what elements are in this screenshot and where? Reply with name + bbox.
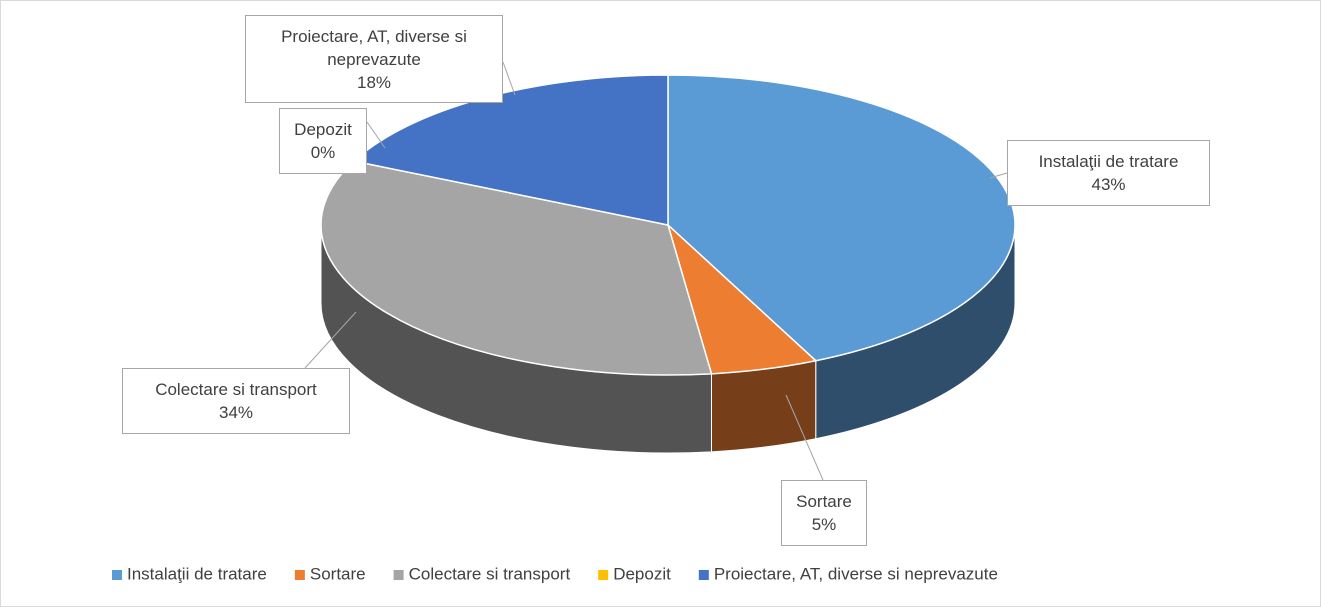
legend-label: Instalaţii de tratare <box>127 564 267 583</box>
label-value: 34% <box>218 403 254 422</box>
label-name: Instalaţii de tratare <box>1038 152 1179 171</box>
data-label: Depozit 0% <box>279 108 367 174</box>
legend-swatch <box>112 570 122 580</box>
data-label: Colectare si transport 34% <box>122 368 350 434</box>
leader-line <box>304 311 357 369</box>
pie-slice <box>667 74 1016 362</box>
label-value: 0% <box>310 143 336 162</box>
legend-swatch <box>294 570 305 580</box>
legend-label: Depozit <box>613 564 671 583</box>
pie-tops <box>320 74 1016 376</box>
leader-lines <box>304 61 1008 481</box>
legend-label: Colectare si transport <box>409 564 571 583</box>
legend-swatch <box>393 570 404 580</box>
pie-side <box>710 360 817 453</box>
legend-swatch <box>698 570 709 580</box>
leader-line <box>502 61 516 96</box>
legend: Instalaţii de tratare Sortare Colectare si… <box>112 564 998 583</box>
data-label: Instalaţii de tratare 43% <box>1007 140 1210 206</box>
legend-label: Proiectare, AT, diverse si neprevazute <box>714 564 998 583</box>
label-value: 18% <box>356 72 392 92</box>
label-name: Colectare si transport <box>155 380 317 399</box>
leader-line <box>785 394 824 481</box>
data-label: Sortare 5% <box>781 480 867 546</box>
legend-label: Sortare <box>310 564 366 583</box>
label-value: 5% <box>811 515 837 534</box>
label-name: Proiectare, AT, diverse si neprevazute <box>281 26 467 69</box>
label-value: 43% <box>1091 175 1126 194</box>
leader-line <box>366 121 386 149</box>
label-name: Sortare <box>796 492 852 511</box>
leader-line <box>989 172 1008 179</box>
data-label: Proiectare, AT, diverse si neprevazute 18… <box>245 15 503 103</box>
legend-swatch <box>598 570 609 580</box>
label-name: Depozit <box>294 120 352 139</box>
